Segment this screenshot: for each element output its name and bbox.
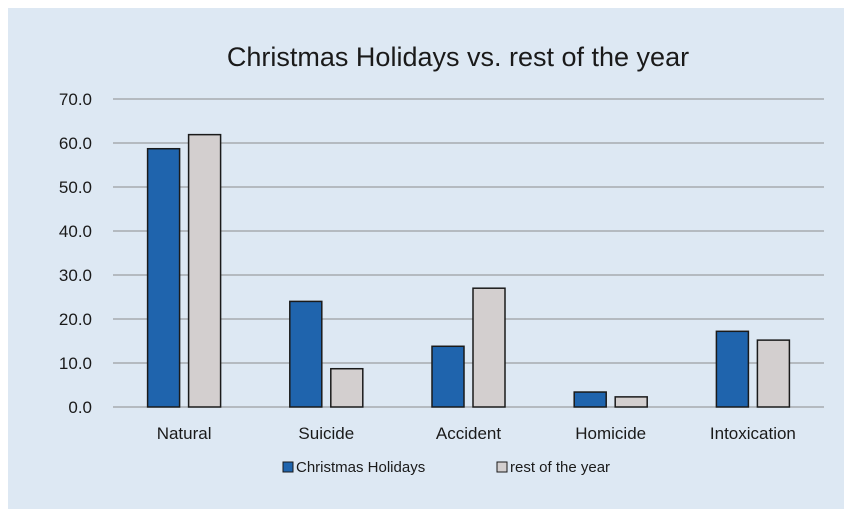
x-category-label: Homicide (575, 424, 646, 443)
bar-intoxication-rest (756, 339, 791, 408)
y-tick-label: 50.0 (59, 178, 92, 197)
y-tick-label: 0.0 (68, 398, 92, 417)
y-axis-ticks: 0.0 10.0 20.0 30.0 40.0 50.0 60.0 70.0 (59, 90, 92, 417)
bar-homicide-christmas (573, 391, 607, 408)
bars (146, 133, 791, 408)
legend-swatch (282, 461, 294, 473)
x-category-label: Intoxication (710, 424, 796, 443)
legend-swatch (496, 461, 508, 473)
y-tick-label: 70.0 (59, 90, 92, 109)
x-category-label: Suicide (298, 424, 354, 443)
x-category-label: Accident (436, 424, 501, 443)
y-tick-label: 20.0 (59, 310, 92, 329)
gridlines (113, 98, 824, 408)
bar-accident-rest (472, 287, 506, 408)
y-tick-label: 60.0 (59, 134, 92, 153)
legend-label: rest of the year (510, 459, 610, 476)
bar-homicide-rest (614, 396, 648, 408)
bar-suicide-rest (330, 367, 364, 408)
chart-title: Christmas Holidays vs. rest of the year (227, 42, 689, 72)
y-tick-label: 10.0 (59, 354, 92, 373)
bar-accident-christmas (431, 345, 465, 408)
x-axis-categories: Natural Suicide Accident Homicide Intoxicati… (157, 424, 796, 443)
x-category-label: Natural (157, 424, 212, 443)
bar-suicide-christmas (289, 300, 323, 408)
bar-intoxication-christmas (715, 330, 750, 408)
bar-natural-rest (187, 133, 222, 408)
legend: Christmas Holidays rest of the year (282, 459, 610, 476)
legend-label: Christmas Holidays (296, 459, 425, 476)
y-tick-label: 40.0 (59, 222, 92, 241)
bar-natural-christmas (146, 147, 181, 408)
y-tick-label: 30.0 (59, 266, 92, 285)
